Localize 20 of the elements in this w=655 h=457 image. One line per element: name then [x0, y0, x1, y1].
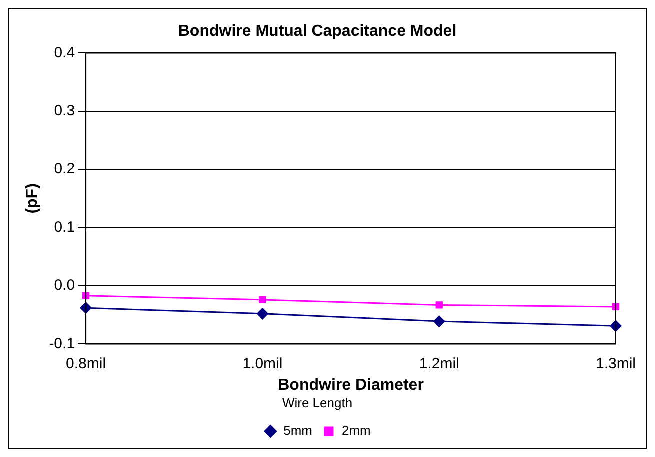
x-tick-label: 0.8mil — [66, 355, 106, 372]
point — [259, 296, 266, 304]
point — [256, 308, 268, 320]
y-tick-label: 0.2 — [54, 160, 76, 178]
x-tick-label: 1.2mil — [419, 355, 460, 372]
y-tick-label: 0.1 — [54, 218, 76, 236]
x-axis-title: Bondwire Diameter — [278, 377, 424, 394]
y-tick-label: 0.3 — [54, 102, 76, 120]
y-axis-title: (pF) — [24, 184, 42, 214]
point — [436, 302, 443, 309]
y-tick-label: 0.4 — [54, 44, 76, 62]
chart-title: Bondwire Mutual Capacitance Model — [178, 23, 457, 40]
legend-title: Wire Length — [282, 395, 353, 410]
legend-label: 5mm — [284, 423, 312, 438]
x-tick-label: 1.0mil — [242, 355, 283, 372]
x-tick-label: 1.3mil — [596, 355, 636, 372]
point — [434, 316, 446, 328]
y-tick-label: -0.1 — [49, 335, 76, 352]
legend-label: 2mm — [342, 423, 371, 438]
y-tick-label: 0.0 — [54, 277, 76, 294]
